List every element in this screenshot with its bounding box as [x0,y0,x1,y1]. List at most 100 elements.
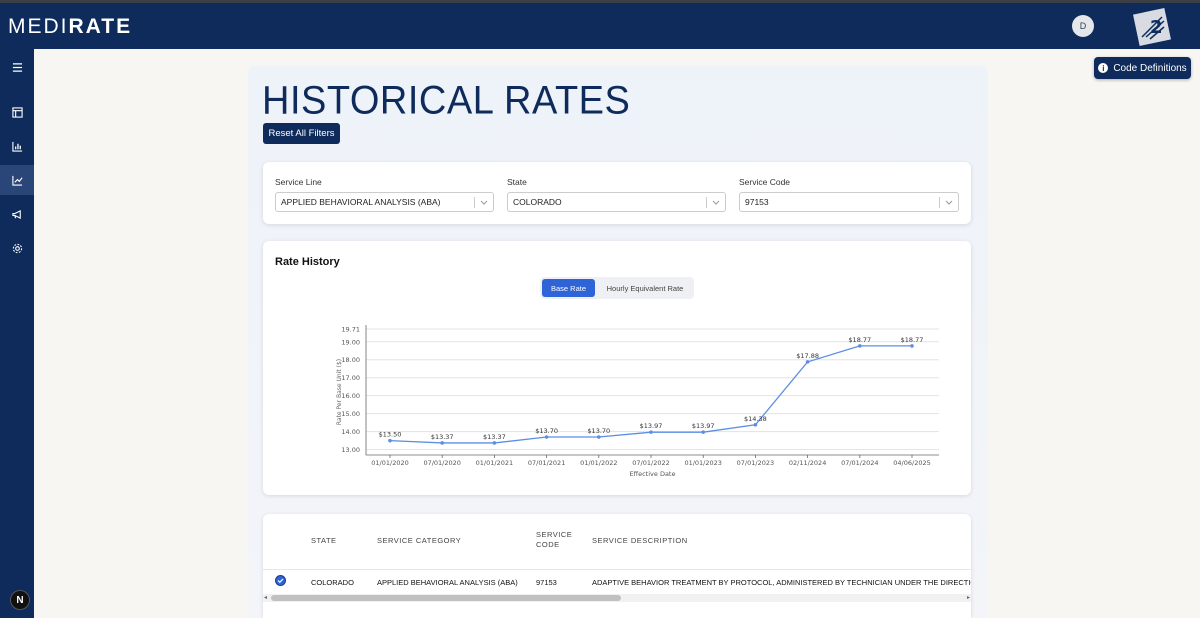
data-point [388,438,392,443]
data-label: $13.37 [431,433,454,441]
data-label: $13.70 [535,427,558,435]
code-definitions-button[interactable]: i Code Definitions [1094,57,1191,79]
y-axis-label: Rate Per Base Unit ($) [336,359,343,425]
page-title: HISTORICAL RATES [262,78,631,124]
header-service-code[interactable]: SERVICE CODE [536,530,573,549]
x-tick-label: 07/01/2022 [632,459,669,467]
cell-service-code: 97153 [536,578,557,587]
y-tick-label: 19.71 [341,326,360,334]
menu-icon [12,62,22,72]
data-point [440,441,444,445]
service-code-select[interactable]: 97153 [739,192,959,212]
state-value: COLORADO [513,197,562,207]
data-label: $13.70 [587,427,610,435]
rates-table: STATE SERVICE CATEGORY SERVICE CODE SERV… [263,514,971,618]
data-point [492,441,497,445]
rate-history-card: Rate History Base Rate Hourly Equivalent… [263,241,971,495]
framework-badge[interactable]: N [10,590,30,610]
data-label: $17.88 [796,352,819,360]
data-point [858,344,862,348]
check-icon [277,578,284,584]
code-definitions-label: Code Definitions [1113,62,1187,74]
data-label: $18.77 [901,336,924,344]
x-axis-label: Effective Date [630,470,676,478]
filters-card: Service Line APPLIED BEHAVIORAL ANALYSIS… [263,162,971,224]
sidebar: N [0,49,34,618]
x-tick-label: 01/01/2023 [684,459,721,467]
menu-toggle-button[interactable] [0,52,34,82]
data-label: $13.97 [692,422,715,430]
x-tick-label: 04/06/2025 [893,459,930,467]
data-label: $14.38 [744,415,767,423]
line-chart-icon [11,175,23,186]
reset-filters-button[interactable]: Reset All Filters [263,123,340,144]
y-tick-label: 15.00 [341,410,360,418]
x-tick-label: 07/01/2024 [841,459,878,467]
chevron-down-icon [712,200,720,205]
x-tick-label: 01/01/2021 [476,459,513,467]
data-point [649,430,653,434]
data-point [597,435,601,439]
cell-service-category: APPLIED BEHAVIORAL ANALYSIS (ABA) [377,578,518,587]
service-line-select[interactable]: APPLIED BEHAVIORAL ANALYSIS (ABA) [275,192,494,212]
x-tick-label: 01/01/2020 [371,459,408,467]
chart-title: Rate History [275,256,340,268]
logo[interactable]: MEDIRATE [8,15,133,38]
sidebar-item-alerts[interactable] [0,199,34,229]
bar-chart-icon [11,141,22,152]
megaphone-icon [11,209,21,219]
info-icon: i [1098,63,1109,73]
gear-icon [12,243,22,253]
rate-type-toggle: Base Rate Hourly Equivalent Rate [540,277,694,299]
x-tick-label: 07/01/2020 [423,459,460,467]
rate-history-chart: 13.00 14.00 15.00 16.00 17.00 18.00 19.00 19.71… [336,325,939,478]
x-tick-label: 07/01/2021 [528,459,565,467]
data-point [753,423,758,427]
y-tick-label: 13.00 [341,446,360,454]
top-bar: MEDIRATE D 2 [0,0,1200,49]
y-tick-label: 17.00 [341,374,360,382]
service-line-value: APPLIED BEHAVIORAL ANALYSIS (ABA) [281,197,441,207]
scroll-left-icon[interactable]: ◂ [264,595,268,601]
y-tick-label: 14.00 [341,428,360,436]
x-tick-label: 07/01/2023 [737,459,774,467]
sidebar-item-reports[interactable] [0,131,34,161]
data-point [805,360,810,364]
hourly-rate-toggle[interactable]: Hourly Equivalent Rate [606,283,684,293]
service-code-value: 97153 [745,197,769,207]
x-tick-label: 01/01/2022 [580,459,617,467]
scroll-right-icon[interactable]: ▸ [966,595,970,601]
table-icon [11,106,23,118]
scroll-thumb[interactable] [271,595,621,601]
y-tick-label: 16.00 [341,392,360,400]
horizontal-scrollbar[interactable]: ◂ ▸ [263,594,971,602]
header-divider [263,569,971,570]
state-label: State [507,177,527,187]
sidebar-item-settings[interactable] [0,233,34,263]
chevron-down-icon [945,200,953,205]
svg-text:2: 2 [1150,17,1163,38]
y-tick-label: 19.00 [341,338,360,346]
cell-state: COLORADO [311,578,354,587]
state-select[interactable]: COLORADO [507,192,726,212]
data-point [701,430,705,434]
data-label: $13.37 [483,433,506,441]
sidebar-item-dashboard[interactable] [0,97,34,127]
user-avatar[interactable]: D [1072,15,1094,37]
chevron-down-icon [480,200,488,205]
data-label: $13.97 [640,422,663,430]
header-service-description[interactable]: SERVICE DESCRIPTION [592,536,688,545]
service-line-label: Service Line [275,177,322,187]
row-select-checkbox[interactable] [275,575,286,586]
base-rate-toggle[interactable]: Base Rate [542,279,595,297]
cell-service-description: ADAPTIVE BEHAVIOR TREATMENT BY PROTOCOL,… [592,578,971,587]
service-code-label: Service Code [739,177,791,187]
sidebar-item-historical-rates[interactable] [0,165,34,195]
x-tick-label: 02/11/2024 [789,459,826,467]
y-tick-label: 18.00 [341,356,360,364]
data-point [544,435,549,439]
header-state[interactable]: STATE [311,536,337,545]
header-service-category[interactable]: SERVICE CATEGORY [377,536,462,545]
data-label: $13.50 [379,431,402,439]
brand-mark-icon: 2 [1133,8,1171,46]
